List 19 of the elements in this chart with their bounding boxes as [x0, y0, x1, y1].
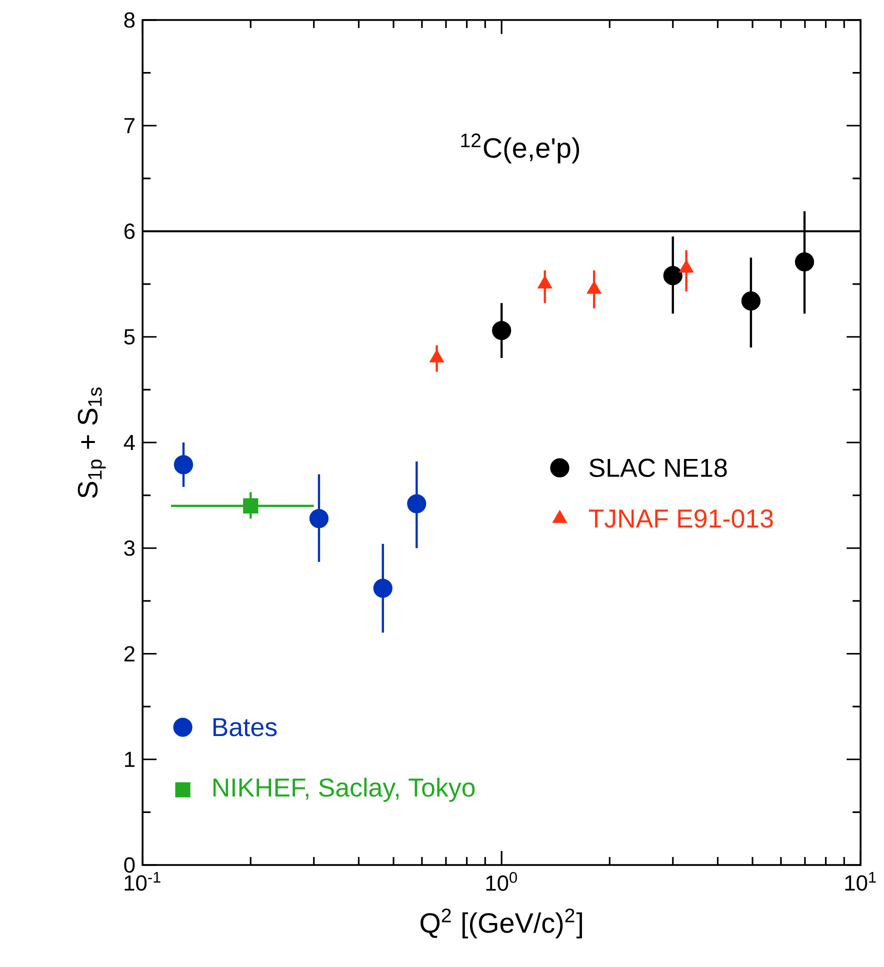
y-tick-label: 1 — [124, 752, 134, 767]
legend-label: SLAC NE18 — [589, 458, 727, 478]
y-tick-label: 5 — [124, 329, 135, 345]
legend-label: Bates — [213, 718, 277, 736]
x-tick-label: 10$^{-1}$ — [124, 872, 160, 891]
legend-label: TJNAF E91-013 — [588, 509, 773, 528]
y-tick-label: 7 — [124, 118, 134, 134]
y-tick-label: 8 — [124, 12, 134, 28]
y-tick-label: 0 — [124, 857, 135, 873]
y-tick-label: 2 — [124, 646, 134, 662]
y-axis-title: S$_{1p}$ + S$_{1s}$ — [78, 388, 106, 498]
legend-label: NIKHEF, Saclay, Tokyo — [213, 778, 475, 802]
y-tick-label: 4 — [124, 434, 135, 450]
y-tick-label: 3 — [124, 540, 134, 556]
annotation: $^{12}$C(e,e'p) — [461, 134, 579, 164]
x-tick-label: 10$^{1}$ — [845, 872, 876, 891]
x-axis-title: Q$^{2}$ [(GeV/c)$^{2}$] — [420, 908, 582, 938]
x-tick-label: 10$^{0}$ — [486, 872, 517, 891]
y-tick-label: 6 — [124, 224, 134, 240]
